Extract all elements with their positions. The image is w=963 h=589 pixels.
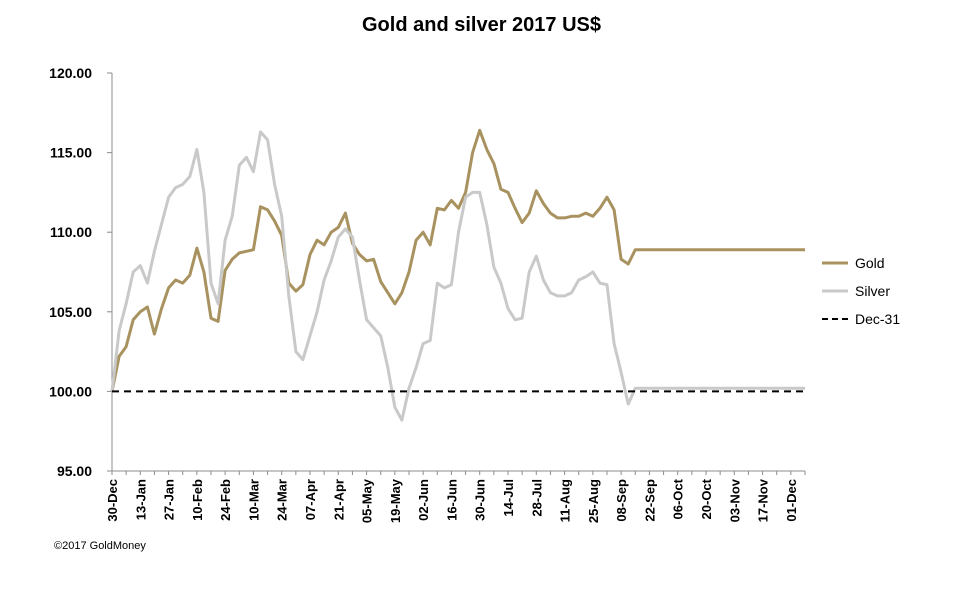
y-tick-label: 120.00 <box>49 65 92 81</box>
legend-label: Silver <box>855 283 890 299</box>
x-tick-label: 06-Oct <box>671 478 686 519</box>
x-tick-label: 16-Jun <box>444 479 459 521</box>
y-tick-label: 95.00 <box>57 463 92 479</box>
x-axis-ticks: 30-Dec 13-Jan 27-Jan 10-Feb 24-Feb 10-Mar 24-M… <box>105 471 806 523</box>
chart-title: Gold and silver 2017 US$ <box>362 14 601 36</box>
x-tick-label: 28-Jul <box>529 479 544 517</box>
x-tick-label: 08-Sep <box>614 479 629 522</box>
x-tick-label: 05-May <box>360 478 375 523</box>
x-tick-label: 14-Jul <box>501 479 516 517</box>
y-tick-label: 100.00 <box>49 383 92 399</box>
x-tick-label: 22-Sep <box>642 479 657 522</box>
series-line-gold <box>110 128 805 392</box>
legend-label: Gold <box>855 255 885 271</box>
y-tick-label: 110.00 <box>50 224 92 240</box>
series-lines <box>110 128 805 422</box>
x-tick-label: 13-Jan <box>133 479 148 520</box>
x-tick-label: 19-May <box>388 478 403 523</box>
x-tick-label: 30-Jun <box>473 479 488 521</box>
x-tick-label: 24-Feb <box>218 479 233 521</box>
x-tick-label: 30-Dec <box>105 479 120 522</box>
y-axis-ticks: 95.00 100.00 105.00 110.00 115.00 120.00 <box>49 65 112 479</box>
copyright-text: ©2017 GoldMoney <box>54 540 146 552</box>
legend: Gold Silver Dec-31 <box>822 255 900 327</box>
x-tick-label: 10-Feb <box>190 479 205 521</box>
x-tick-label: 21-Apr <box>331 479 346 520</box>
x-tick-label: 03-Nov <box>727 478 742 522</box>
y-tick-label: 105.00 <box>49 304 92 320</box>
series-line-silver <box>110 130 805 422</box>
x-tick-label: 20-Oct <box>699 478 714 519</box>
x-tick-label: 17-Nov <box>756 478 771 522</box>
x-tick-label: 25-Aug <box>586 479 601 523</box>
x-tick-label: 24-Mar <box>275 479 290 521</box>
legend-label: Dec-31 <box>855 311 900 327</box>
x-tick-label: 10-Mar <box>246 479 261 521</box>
x-tick-label: 07-Apr <box>303 479 318 520</box>
axes <box>111 73 805 472</box>
y-tick-label: 115.00 <box>50 145 92 161</box>
x-tick-label: 27-Jan <box>162 479 177 520</box>
x-tick-label: 02-Jun <box>416 479 431 521</box>
x-tick-label: 11-Aug <box>558 479 573 522</box>
x-tick-label: 01-Dec <box>784 479 799 522</box>
